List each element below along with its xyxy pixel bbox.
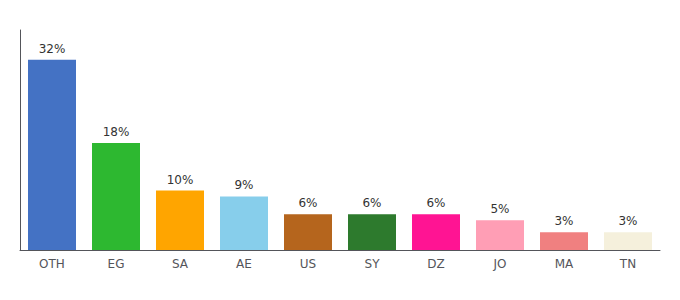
svg-text:3%: 3%: [618, 214, 637, 228]
svg-text:6%: 6%: [298, 196, 317, 210]
svg-text:MA: MA: [555, 257, 574, 271]
svg-text:US: US: [300, 257, 316, 271]
svg-text:9%: 9%: [234, 178, 253, 192]
svg-text:DZ: DZ: [427, 257, 444, 271]
svg-text:OTH: OTH: [39, 257, 65, 271]
svg-text:6%: 6%: [426, 196, 445, 210]
svg-text:EG: EG: [108, 257, 125, 271]
svg-text:32%: 32%: [39, 42, 66, 56]
svg-text:3%: 3%: [554, 214, 573, 228]
svg-text:18%: 18%: [103, 125, 130, 139]
svg-text:SY: SY: [365, 257, 381, 271]
svg-text:6%: 6%: [362, 196, 381, 210]
svg-text:SA: SA: [172, 257, 189, 271]
svg-text:JO: JO: [493, 257, 507, 271]
svg-text:AE: AE: [236, 257, 252, 271]
svg-text:TN: TN: [619, 257, 636, 271]
svg-text:5%: 5%: [490, 202, 509, 216]
svg-text:10%: 10%: [167, 173, 194, 187]
